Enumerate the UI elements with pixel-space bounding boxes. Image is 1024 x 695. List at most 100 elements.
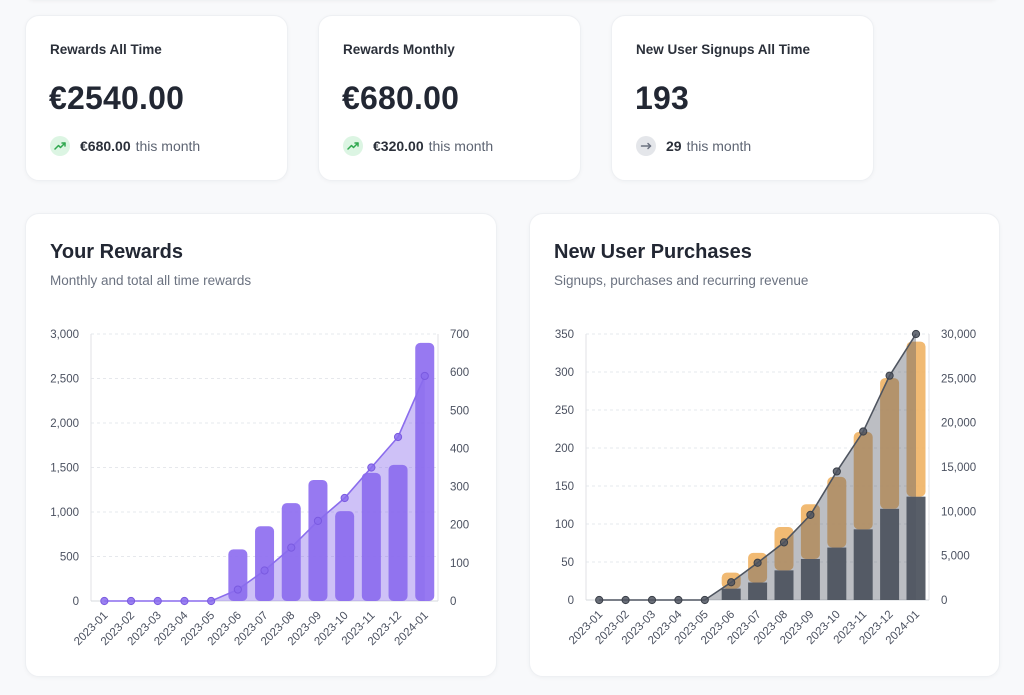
bar-2023-09 (308, 479, 328, 601)
bar-2023-07 (748, 582, 768, 600)
point-2023-02 (126, 596, 136, 606)
chart-title: Your Rewards (50, 241, 183, 263)
y-right-tick-label: 5,000 (941, 551, 970, 563)
stat-trend-suffix: this month (686, 138, 752, 154)
bar-2023-10 (827, 547, 847, 600)
stat-title: New User Signups All Time (636, 42, 811, 57)
stat-trend-amount: €320.00 (373, 138, 424, 154)
bar-2023-09 (800, 504, 820, 559)
point-2023-06 (233, 585, 242, 594)
bar-2023-08 (281, 503, 301, 601)
y-left-tick-label: 50 (561, 557, 574, 569)
point-2023-11 (859, 427, 868, 436)
stat-trend-suffix: this month (135, 138, 201, 154)
stat-trend-suffix: this month (428, 138, 494, 154)
stat-title: Rewards All Time (50, 42, 162, 57)
point-2023-04 (180, 596, 189, 606)
y-right-tick-label: 30,000 (941, 329, 976, 341)
stat-card-new-user-signups: New User Signups All Time 193 29 this mo… (611, 15, 874, 181)
y-right-tick-label: 600 (450, 367, 469, 379)
stat-trend-amount: €680.00 (80, 138, 131, 154)
point-2023-09 (313, 516, 323, 525)
chart-card-your-rewards: Your Rewards Monthly and total all time … (25, 213, 497, 677)
bar-2023-09 (800, 558, 820, 600)
point-2023-05 (207, 596, 216, 606)
y-right-tick-label: 400 (450, 443, 469, 455)
bar-2023-10 (335, 511, 355, 601)
area-fill (599, 334, 916, 600)
point-2024-01 (911, 329, 921, 339)
y-left-tick-label: 3,000 (50, 329, 79, 341)
point-2023-10 (832, 467, 841, 476)
bar-2024-01 (415, 342, 435, 601)
stat-trend-amount: 29 (666, 138, 682, 154)
point-2023-09 (806, 510, 815, 519)
rewards-chart: 0 500 1,000 1,500 2,000 2,500 3,000 0 100 200 300 4… (50, 329, 469, 648)
y-left-tick-label: 2,500 (50, 374, 79, 386)
y-right-tick-label: 100 (450, 558, 469, 570)
y-left-tick-label: 250 (555, 405, 574, 417)
point-2023-03 (647, 595, 657, 605)
y-left-tick-label: 350 (555, 329, 574, 341)
point-2024-01 (420, 371, 429, 381)
point-2023-08 (287, 543, 296, 552)
stat-title: Rewards Monthly (343, 42, 455, 57)
bar-2023-06 (228, 549, 248, 601)
point-2023-06 (727, 578, 736, 587)
point-2023-02 (621, 595, 630, 605)
chart-subtitle: Monthly and total all time rewards (50, 273, 252, 288)
y-right-tick-label: 700 (450, 329, 469, 341)
stat-value: €2540.00 (49, 80, 185, 116)
bar-2023-11 (361, 472, 381, 601)
point-2023-12 (393, 432, 403, 442)
point-2023-07 (260, 566, 269, 575)
point-2023-10 (340, 493, 349, 503)
y-left-tick-label: 1,000 (50, 507, 79, 519)
bar-2023-12 (388, 464, 408, 601)
y-left-tick-label: 0 (568, 595, 574, 607)
y-left-tick-label: 1,500 (50, 463, 79, 475)
stat-card-rewards-monthly: Rewards Monthly €680.00 €320.00 this mon… (318, 15, 581, 181)
y-right-tick-label: 20,000 (941, 418, 976, 430)
y-right-tick-label: 200 (450, 520, 469, 532)
y-right-tick-label: 15,000 (941, 462, 976, 474)
chart-title: New User Purchases (554, 241, 752, 263)
y-left-tick-label: 100 (555, 519, 574, 531)
y-right-tick-label: 25,000 (941, 373, 976, 385)
trending-up-icon (343, 136, 363, 156)
stat-trend: 29 this month (636, 136, 751, 156)
bar-2023-06 (721, 588, 741, 600)
bar-2023-12 (880, 508, 900, 600)
point-2023-08 (779, 538, 789, 547)
area-fill (104, 375, 425, 601)
stat-value: €680.00 (342, 80, 460, 116)
point-2023-01 (595, 595, 604, 605)
point-2023-03 (153, 596, 162, 606)
trending-up-icon (50, 136, 70, 156)
y-right-tick-label: 300 (450, 482, 469, 494)
y-left-tick-label: 500 (60, 552, 79, 564)
bar-2023-12 (880, 378, 900, 509)
chart-subtitle: Signups, purchases and recurring revenue (554, 273, 809, 288)
y-left-tick-label: 200 (555, 443, 574, 455)
point-2023-05 (700, 595, 709, 605)
y-left-tick-label: 300 (555, 367, 574, 379)
stat-card-rewards-all-time: Rewards All Time €2540.00 €680.00 this m… (25, 15, 288, 181)
bar-2023-10 (827, 476, 847, 548)
y-right-tick-label: 0 (941, 595, 947, 607)
bar-2023-07 (255, 526, 275, 601)
bar-2023-11 (853, 529, 873, 600)
bar-2023-08 (774, 570, 794, 600)
point-2023-04 (674, 595, 683, 605)
point-2023-11 (367, 463, 376, 472)
point-2023-07 (753, 558, 762, 567)
bar-2024-01 (906, 496, 926, 600)
purchases-chart: 0 50 100 150 200 250 300 350 0 5,000 10,000 15,000 2… (555, 329, 976, 647)
y-right-tick-label: 500 (450, 405, 469, 417)
point-2023-12 (885, 371, 894, 380)
stat-value: 193 (635, 80, 689, 116)
chart-card-new-user-purchases: New User Purchases Signups, purchases an… (529, 213, 1000, 677)
bar-2023-07 (748, 552, 768, 583)
trending-flat-icon (636, 136, 656, 156)
point-2023-01 (100, 596, 109, 606)
